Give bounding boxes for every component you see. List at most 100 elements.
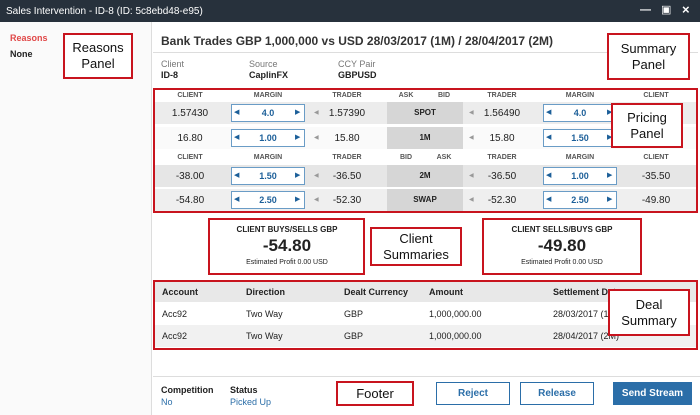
field-label: CCY Pair bbox=[338, 59, 376, 69]
price: 16.80 bbox=[177, 133, 203, 144]
arrow: ◀ bbox=[234, 172, 240, 179]
price: -36.50 bbox=[332, 171, 362, 182]
column-header: BID bbox=[399, 154, 413, 161]
footer-value: Picked Up bbox=[230, 397, 272, 407]
button[interactable]: Reject bbox=[436, 382, 510, 405]
pricing-panel bbox=[153, 88, 698, 213]
margin-input[interactable] bbox=[231, 191, 305, 209]
arrow: ◀ bbox=[546, 134, 552, 141]
margin-value: 4.0 bbox=[261, 108, 275, 118]
annotation: Deal Summary bbox=[608, 289, 690, 336]
margin-input[interactable] bbox=[543, 167, 617, 185]
column-header: CLIENT bbox=[643, 154, 669, 161]
column-header: ASK bbox=[436, 154, 452, 161]
column-header: ASK bbox=[398, 92, 414, 99]
margin-value: 1.00 bbox=[259, 133, 277, 143]
table-row bbox=[155, 303, 696, 325]
arrow: ◀ bbox=[546, 109, 552, 116]
tenor: 2M bbox=[419, 171, 431, 180]
window-title: Sales Intervention - ID-8 (ID: 5c8ebd48-… bbox=[6, 6, 203, 17]
margin-value: 2.50 bbox=[571, 195, 589, 205]
tenor-cell bbox=[387, 165, 463, 187]
arrow: ▶ bbox=[607, 134, 613, 141]
table-cell: 28/04/2017 (2M) bbox=[553, 331, 620, 341]
footer-label: Competition bbox=[161, 385, 214, 395]
arrow: ◀ bbox=[234, 109, 240, 116]
price: 1.57390 bbox=[328, 108, 366, 119]
maximize[interactable]: ▣ bbox=[661, 4, 672, 16]
arrow: ◀ bbox=[314, 173, 319, 179]
price: 1.56490 bbox=[483, 108, 521, 119]
margin-input[interactable] bbox=[543, 191, 617, 209]
margin-value: 1.50 bbox=[571, 133, 589, 143]
summary-profit: Estimated Profit 0.00 USD bbox=[246, 259, 328, 266]
arrow: ▶ bbox=[295, 134, 301, 141]
summary-box bbox=[482, 218, 642, 275]
summary-profit: Estimated Profit 0.00 USD bbox=[521, 259, 603, 266]
minimize[interactable]: — bbox=[640, 4, 651, 16]
price: -52.30 bbox=[332, 195, 362, 206]
tenor-cell bbox=[387, 189, 463, 211]
tenor-cell bbox=[387, 127, 463, 149]
price: -36.50 bbox=[487, 171, 517, 182]
table-header-bg bbox=[155, 282, 696, 302]
column-header: MARGIN bbox=[253, 154, 283, 161]
table-cell: Two Way bbox=[246, 309, 283, 319]
column-header: CLIENT bbox=[643, 92, 669, 99]
table-cell: 1,000,000.00 bbox=[429, 309, 482, 319]
column-header: CLIENT bbox=[177, 92, 203, 99]
column-header: TRADER bbox=[332, 92, 362, 99]
button[interactable]: Send Stream bbox=[613, 382, 692, 405]
tenor-cell bbox=[387, 102, 463, 124]
summary-value: -49.80 bbox=[537, 236, 587, 255]
column-header: CLIENT bbox=[177, 154, 203, 161]
field-value: CaplinFX bbox=[249, 70, 289, 80]
button[interactable]: Release bbox=[520, 382, 594, 405]
annotation: Summary Panel bbox=[607, 33, 690, 80]
field-label: Client bbox=[161, 59, 185, 69]
arrow: ▶ bbox=[607, 109, 613, 116]
table-cell: Acc92 bbox=[162, 309, 188, 319]
table-cell: GBP bbox=[344, 331, 364, 341]
arrow: ◀ bbox=[314, 197, 319, 203]
arrow: ◀ bbox=[546, 172, 552, 179]
price: -54.80 bbox=[175, 195, 205, 206]
title-bar bbox=[0, 0, 700, 22]
arrow: ◀ bbox=[314, 135, 319, 141]
table-header: Amount bbox=[429, 287, 463, 297]
field-value: GBPUSD bbox=[338, 70, 377, 80]
annotation: Footer bbox=[336, 381, 414, 406]
divider bbox=[153, 52, 698, 53]
column-header: TRADER bbox=[332, 154, 362, 161]
arrow: ◀ bbox=[234, 196, 240, 203]
reasons-heading: Reasons bbox=[10, 33, 48, 43]
price: 15.80 bbox=[334, 133, 360, 144]
table-row bbox=[155, 325, 696, 347]
column-header: BID bbox=[437, 92, 451, 99]
footer-label: Status bbox=[230, 385, 258, 395]
field-label: Source bbox=[249, 59, 278, 69]
margin-input[interactable] bbox=[231, 167, 305, 185]
price: 15.80 bbox=[489, 133, 515, 144]
arrow: ◀ bbox=[314, 110, 319, 116]
table-cell: 1,000,000.00 bbox=[429, 331, 482, 341]
deal-summary bbox=[153, 280, 698, 350]
arrow: ◀ bbox=[469, 173, 474, 179]
divider bbox=[153, 376, 700, 377]
arrow: ▶ bbox=[607, 196, 613, 203]
margin-value: 1.00 bbox=[571, 171, 589, 181]
arrow: ▶ bbox=[295, 109, 301, 116]
margin-input[interactable] bbox=[231, 104, 305, 122]
margin-value: 2.50 bbox=[259, 195, 277, 205]
close[interactable]: × bbox=[682, 2, 690, 17]
table-header: Direction bbox=[246, 287, 286, 297]
table-header: Account bbox=[162, 287, 198, 297]
margin-input[interactable] bbox=[231, 129, 305, 147]
table-cell: GBP bbox=[344, 309, 364, 319]
column-header: MARGIN bbox=[565, 92, 595, 99]
annotation: Reasons Panel bbox=[63, 33, 133, 79]
arrow: ◀ bbox=[469, 135, 474, 141]
arrow: ▶ bbox=[607, 172, 613, 179]
margin-value: 1.50 bbox=[259, 171, 277, 181]
